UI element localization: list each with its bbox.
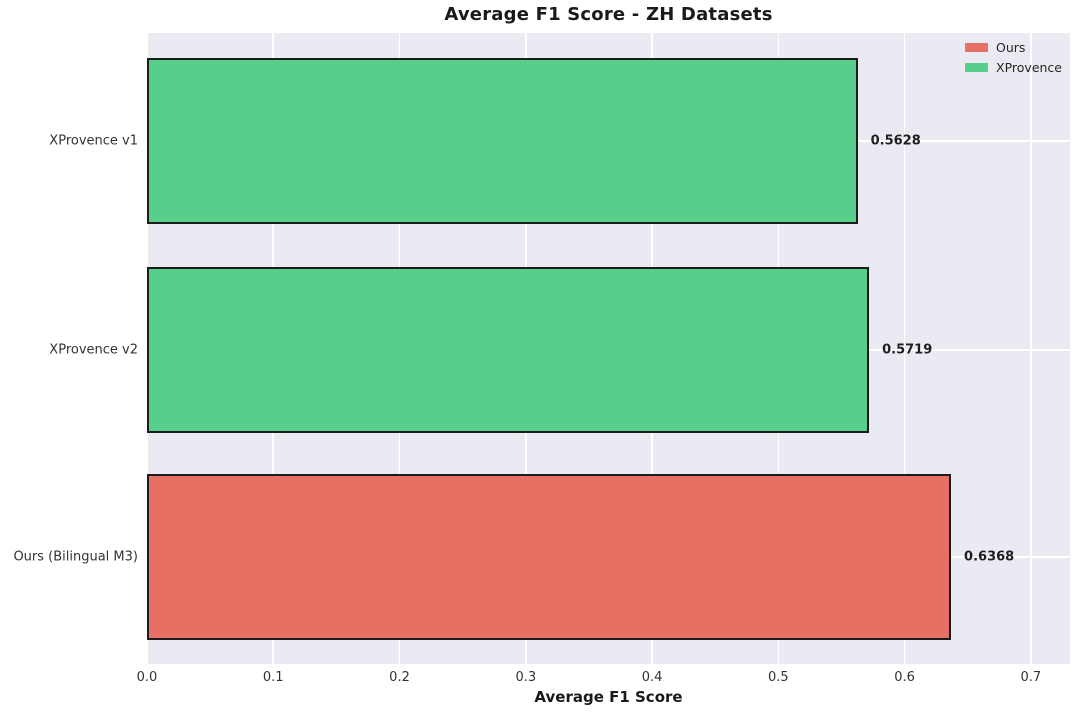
gridline-x-0.7 <box>1030 33 1032 664</box>
legend-swatch-xprovence <box>965 63 989 72</box>
bar-xprovence-v1 <box>147 58 858 224</box>
legend-entry-xprovence: XProvence <box>965 60 1062 75</box>
y-tick-label-ours-bilingual-m3: Ours (Bilingual M3) <box>13 549 138 565</box>
x-tick-label-0.5: 0.5 <box>767 670 789 685</box>
legend-label-ours: Ours <box>996 40 1026 55</box>
x-axis-label: Average F1 Score <box>534 688 683 706</box>
bar-xprovence-v2 <box>147 267 870 433</box>
legend-swatch-ours <box>965 43 989 52</box>
plot-area: 0.5628 0.5719 0.6368 Ours XProvence <box>146 33 1070 664</box>
gridline-x-0.6 <box>903 33 906 664</box>
legend-entry-ours: Ours <box>965 40 1062 55</box>
x-tick-label-0.1: 0.1 <box>262 670 284 685</box>
x-tick-label-0.4: 0.4 <box>641 670 663 685</box>
chart-title: Average F1 Score - ZH Datasets <box>444 4 773 25</box>
x-tick-label-0.0: 0.0 <box>136 670 158 685</box>
x-tick-label-0.6: 0.6 <box>894 670 915 685</box>
y-tick-label-xprovence-v1: XProvence v1 <box>49 133 138 149</box>
x-tick-label-0.7: 0.7 <box>1020 670 1042 685</box>
value-label-xprovence-v1: 0.5628 <box>870 133 921 149</box>
y-tick-label-xprovence-v2: XProvence v2 <box>49 342 138 358</box>
value-label-xprovence-v2: 0.5719 <box>882 342 933 358</box>
value-label-ours-bilingual-m3: 0.6368 <box>964 549 1015 565</box>
x-tick-label-0.3: 0.3 <box>515 670 537 685</box>
legend: Ours XProvence <box>965 40 1062 75</box>
legend-label-xprovence: XProvence <box>996 60 1062 75</box>
bar-ours-bilingual-m3 <box>147 474 952 640</box>
x-tick-label-0.2: 0.2 <box>389 670 410 685</box>
